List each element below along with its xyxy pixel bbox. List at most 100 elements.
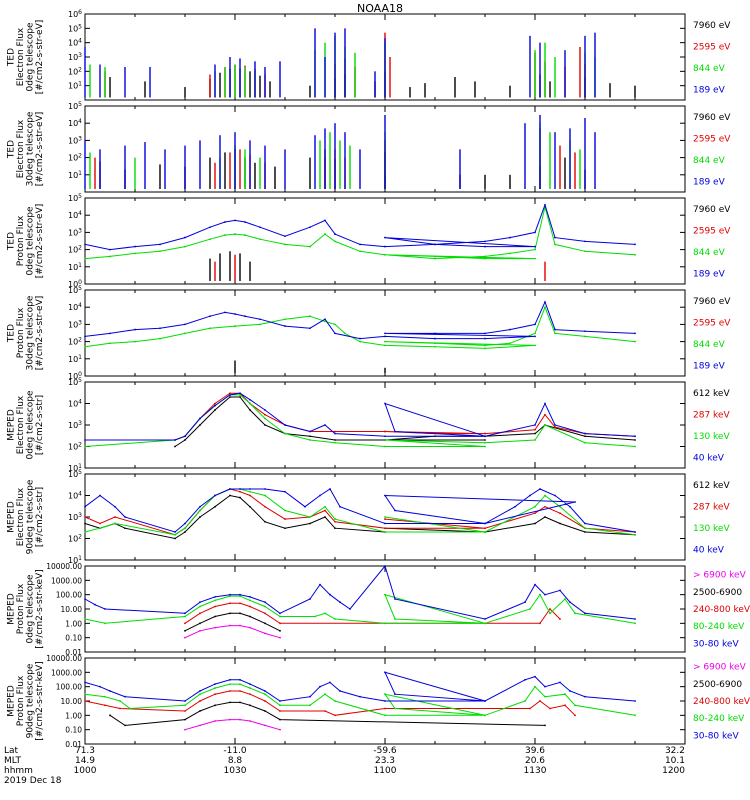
data-point xyxy=(539,700,541,702)
legend-entry: 7960 eV xyxy=(693,21,731,31)
y-tick-label: 104 xyxy=(68,118,82,128)
data-point xyxy=(214,494,216,497)
data-point xyxy=(184,718,186,721)
date-label: 2019 Dec 18 xyxy=(4,776,62,786)
data-point xyxy=(249,687,251,689)
y-tick-label: 103 xyxy=(68,420,82,430)
data-point xyxy=(159,243,161,246)
data-point xyxy=(559,618,561,620)
data-point xyxy=(119,707,121,710)
data-point xyxy=(249,693,251,696)
y-axis-label-line: Electron Flux xyxy=(16,119,26,178)
data-series-line xyxy=(84,683,636,716)
y-tick-label: 105 xyxy=(68,469,82,479)
data-point xyxy=(534,332,536,335)
y-tick-label: 105 xyxy=(68,377,82,387)
data-point xyxy=(229,595,231,597)
data-point xyxy=(84,345,86,348)
data-point xyxy=(184,439,186,441)
y-axis-label-line: Proton Flux xyxy=(16,215,26,266)
data-point xyxy=(434,345,436,348)
x-tick-lat: -59.6 xyxy=(373,746,397,756)
data-point xyxy=(584,432,586,435)
y-tick-exponent: 3 xyxy=(78,420,82,427)
panel-frame xyxy=(84,381,686,469)
data-point xyxy=(384,445,386,448)
y-tick-exponent: 2 xyxy=(78,442,82,449)
y-tick-label: 10.00 xyxy=(61,605,83,614)
y-axis-label-line: TED xyxy=(7,48,17,67)
data-point xyxy=(384,593,386,596)
data-point xyxy=(534,685,536,688)
data-point xyxy=(534,432,536,435)
data-point xyxy=(114,516,116,518)
data-point xyxy=(284,527,286,530)
data-point xyxy=(224,311,226,314)
y-tick-exponent: 2 xyxy=(78,337,82,344)
data-point xyxy=(534,245,536,248)
data-point xyxy=(394,618,396,620)
y-tick-label: 102 xyxy=(68,245,82,255)
legend-entry: 40 keV xyxy=(693,545,725,555)
figure-title: NOAA18 xyxy=(357,2,403,15)
data-point xyxy=(539,488,541,490)
data-point xyxy=(319,583,321,586)
data-point xyxy=(634,340,636,343)
data-point xyxy=(214,595,216,598)
data-point xyxy=(234,313,236,315)
data-point xyxy=(484,700,486,702)
data-point xyxy=(284,509,286,512)
data-point xyxy=(124,695,126,698)
data-point xyxy=(129,707,131,710)
data-point xyxy=(634,435,636,438)
data-point xyxy=(134,328,136,331)
data-point xyxy=(309,315,311,318)
data-point xyxy=(279,718,281,721)
data-point xyxy=(334,439,336,441)
y-tick-exponent: 5 xyxy=(78,285,82,292)
legend-entry: 2595 eV xyxy=(693,318,731,328)
data-point xyxy=(209,226,211,229)
y-tick-label: 10000.00 xyxy=(46,654,82,663)
data-series-line xyxy=(84,488,636,536)
legend-entry: 189 eV xyxy=(693,269,726,279)
data-point xyxy=(264,409,266,411)
data-point xyxy=(184,629,186,632)
data-point xyxy=(184,527,186,530)
y-tick-label: 104 xyxy=(68,210,82,220)
data-point xyxy=(484,445,486,448)
data-point xyxy=(384,516,386,518)
legend-entry: 612 keV xyxy=(693,389,730,399)
data-point xyxy=(84,618,86,620)
y-tick-label: 100.00 xyxy=(56,683,82,692)
legend-entry: 130 keV xyxy=(693,524,730,534)
data-point xyxy=(309,522,311,525)
data-series-line xyxy=(84,488,636,533)
y-axis-label-line: [#/cm2-s-str-eV] xyxy=(35,204,45,279)
y-tick-exponent: 1 xyxy=(78,262,82,269)
y-axis-label: TEDElectron Flux30deg telescope[#/cm2-s-… xyxy=(7,111,46,186)
data-point xyxy=(109,714,111,717)
legend-entry: 844 eV xyxy=(693,248,726,258)
y-tick-exponent: 4 xyxy=(78,399,82,406)
data-point xyxy=(279,615,281,618)
y-tick-exponent: 4 xyxy=(78,302,82,309)
data-point xyxy=(324,424,326,426)
data-point xyxy=(249,605,251,608)
panel-meped-electron-0deg: 101 102 103 104 105 MEPEDElectron Flux0deg te… xyxy=(7,377,731,473)
data-point xyxy=(184,522,186,525)
y-tick-exponent: 2 xyxy=(78,153,82,160)
data-point xyxy=(84,516,86,518)
data-point xyxy=(324,320,326,323)
y-tick-exponent: 1 xyxy=(78,354,82,361)
y-tick-exponent: 0 xyxy=(78,279,82,286)
data-point xyxy=(109,332,111,335)
y-axis-label-line: MEPED xyxy=(7,409,17,441)
y-axis-label-line: Proton Flux xyxy=(16,675,26,726)
data-point xyxy=(184,728,186,731)
data-point xyxy=(259,238,261,241)
data-point xyxy=(634,714,636,717)
y-tick-exponent: 4 xyxy=(78,210,82,217)
data-point xyxy=(319,494,321,497)
data-point xyxy=(319,685,321,688)
